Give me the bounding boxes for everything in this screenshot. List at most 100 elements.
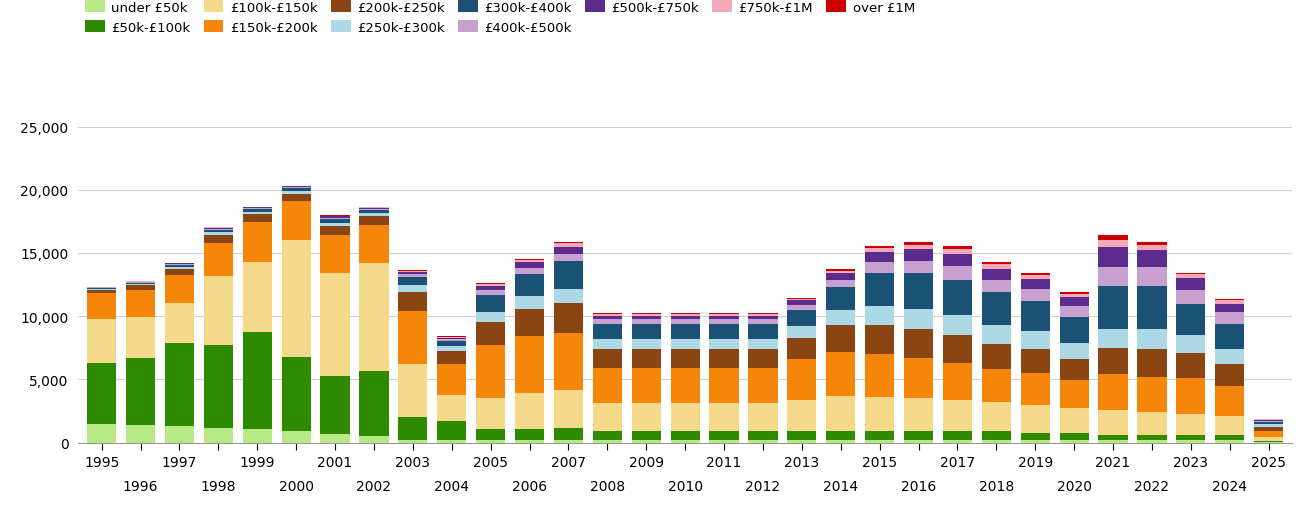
Bar xyxy=(865,262,894,274)
Bar xyxy=(359,214,389,217)
Bar xyxy=(787,359,817,400)
Bar xyxy=(981,345,1011,370)
Bar xyxy=(476,345,505,398)
Bar xyxy=(437,340,466,341)
Bar xyxy=(398,270,428,271)
Bar xyxy=(826,396,855,432)
Bar xyxy=(942,266,972,280)
Bar xyxy=(632,314,660,315)
Bar xyxy=(515,261,544,263)
Bar xyxy=(243,212,271,215)
Bar xyxy=(1138,440,1167,443)
Bar xyxy=(204,233,232,235)
Bar xyxy=(787,432,817,440)
Bar xyxy=(321,273,350,377)
Bar xyxy=(1176,435,1206,440)
Text: 2004: 2004 xyxy=(435,479,470,493)
Bar xyxy=(1176,304,1206,335)
Bar xyxy=(243,222,271,263)
Bar xyxy=(476,440,505,443)
Bar xyxy=(942,363,972,400)
Bar xyxy=(942,400,972,432)
Bar xyxy=(1099,440,1128,443)
Bar xyxy=(1138,245,1167,251)
Bar xyxy=(204,346,232,428)
Bar xyxy=(592,314,622,315)
Bar xyxy=(1138,329,1167,349)
Bar xyxy=(398,285,428,293)
Bar xyxy=(476,430,505,440)
Bar xyxy=(87,288,116,289)
Bar xyxy=(1021,273,1049,275)
Bar xyxy=(592,369,622,404)
Bar xyxy=(321,223,350,227)
Bar xyxy=(1254,427,1283,431)
Bar xyxy=(748,320,778,324)
Bar xyxy=(553,390,583,428)
Text: 2012: 2012 xyxy=(745,479,780,493)
Bar xyxy=(1138,286,1167,329)
Bar xyxy=(282,194,311,202)
Bar xyxy=(942,249,972,254)
Bar xyxy=(710,320,739,324)
Bar xyxy=(476,285,505,286)
Bar xyxy=(1060,294,1088,298)
Bar xyxy=(553,254,583,262)
Bar xyxy=(1176,275,1206,279)
Bar xyxy=(127,358,155,425)
Bar xyxy=(710,340,739,349)
Bar xyxy=(127,285,155,286)
Bar xyxy=(865,398,894,432)
Bar xyxy=(204,243,232,276)
Bar xyxy=(671,432,699,440)
Bar xyxy=(359,217,389,225)
Text: 2010: 2010 xyxy=(668,479,702,493)
Bar xyxy=(1254,441,1283,442)
Bar xyxy=(865,248,894,252)
Bar xyxy=(553,247,583,254)
Bar xyxy=(1060,380,1088,408)
Bar xyxy=(826,310,855,325)
Bar xyxy=(204,229,232,230)
Bar xyxy=(671,404,699,432)
Bar xyxy=(632,316,660,320)
Bar xyxy=(515,269,544,275)
Bar xyxy=(592,432,622,440)
Bar xyxy=(826,288,855,310)
Bar xyxy=(904,243,933,245)
Bar xyxy=(321,227,350,235)
Bar xyxy=(243,263,271,332)
Bar xyxy=(127,290,155,318)
Bar xyxy=(981,263,1011,265)
Bar xyxy=(1254,425,1283,427)
Legend: under £50k, £50k-£100k, £100k-£150k, £150k-£200k, £200k-£250k, £250k-£300k, £300: under £50k, £50k-£100k, £100k-£150k, £15… xyxy=(85,2,915,35)
Bar xyxy=(865,325,894,354)
Bar xyxy=(164,266,194,267)
Bar xyxy=(671,349,699,369)
Bar xyxy=(942,335,972,363)
Bar xyxy=(710,316,739,320)
Bar xyxy=(671,324,699,340)
Bar xyxy=(282,187,311,188)
Bar xyxy=(671,340,699,349)
Bar xyxy=(553,440,583,443)
Bar xyxy=(1099,410,1128,435)
Bar xyxy=(981,370,1011,403)
Bar xyxy=(359,264,389,371)
Bar xyxy=(476,284,505,285)
Bar xyxy=(204,228,232,229)
Bar xyxy=(787,305,817,310)
Bar xyxy=(515,296,544,309)
Bar xyxy=(671,315,699,316)
Bar xyxy=(671,316,699,320)
Bar xyxy=(1138,377,1167,412)
Bar xyxy=(553,428,583,440)
Bar xyxy=(1099,329,1128,348)
Bar xyxy=(437,337,466,338)
Bar xyxy=(398,364,428,417)
Bar xyxy=(904,261,933,274)
Bar xyxy=(826,432,855,440)
Text: 2024: 2024 xyxy=(1212,479,1248,493)
Bar xyxy=(1215,440,1244,443)
Bar xyxy=(164,269,194,275)
